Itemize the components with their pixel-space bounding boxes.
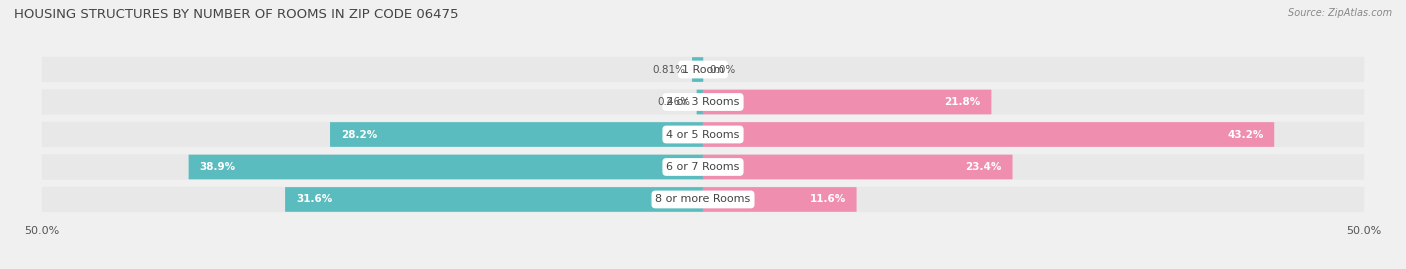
FancyBboxPatch shape [696, 90, 703, 114]
FancyBboxPatch shape [692, 57, 703, 82]
Text: 0.46%: 0.46% [658, 97, 690, 107]
FancyBboxPatch shape [703, 90, 991, 114]
FancyBboxPatch shape [42, 89, 1364, 115]
Text: 31.6%: 31.6% [295, 194, 332, 204]
FancyBboxPatch shape [703, 122, 1274, 147]
FancyBboxPatch shape [42, 122, 1364, 147]
Text: 43.2%: 43.2% [1227, 129, 1264, 140]
Text: 8 or more Rooms: 8 or more Rooms [655, 194, 751, 204]
Text: 11.6%: 11.6% [810, 194, 846, 204]
Text: Source: ZipAtlas.com: Source: ZipAtlas.com [1288, 8, 1392, 18]
FancyBboxPatch shape [285, 187, 703, 212]
Text: 4 or 5 Rooms: 4 or 5 Rooms [666, 129, 740, 140]
FancyBboxPatch shape [703, 187, 856, 212]
FancyBboxPatch shape [42, 57, 1364, 82]
Text: 1 Room: 1 Room [682, 65, 724, 75]
Text: 28.2%: 28.2% [340, 129, 377, 140]
FancyBboxPatch shape [42, 187, 1364, 212]
Text: 21.8%: 21.8% [945, 97, 980, 107]
Text: 38.9%: 38.9% [200, 162, 236, 172]
Text: 0.0%: 0.0% [710, 65, 735, 75]
FancyBboxPatch shape [42, 154, 1364, 180]
Text: 0.81%: 0.81% [652, 65, 686, 75]
Text: 23.4%: 23.4% [966, 162, 1001, 172]
Text: 6 or 7 Rooms: 6 or 7 Rooms [666, 162, 740, 172]
Text: HOUSING STRUCTURES BY NUMBER OF ROOMS IN ZIP CODE 06475: HOUSING STRUCTURES BY NUMBER OF ROOMS IN… [14, 8, 458, 21]
Text: 2 or 3 Rooms: 2 or 3 Rooms [666, 97, 740, 107]
FancyBboxPatch shape [703, 155, 1012, 179]
FancyBboxPatch shape [188, 155, 703, 179]
FancyBboxPatch shape [330, 122, 703, 147]
